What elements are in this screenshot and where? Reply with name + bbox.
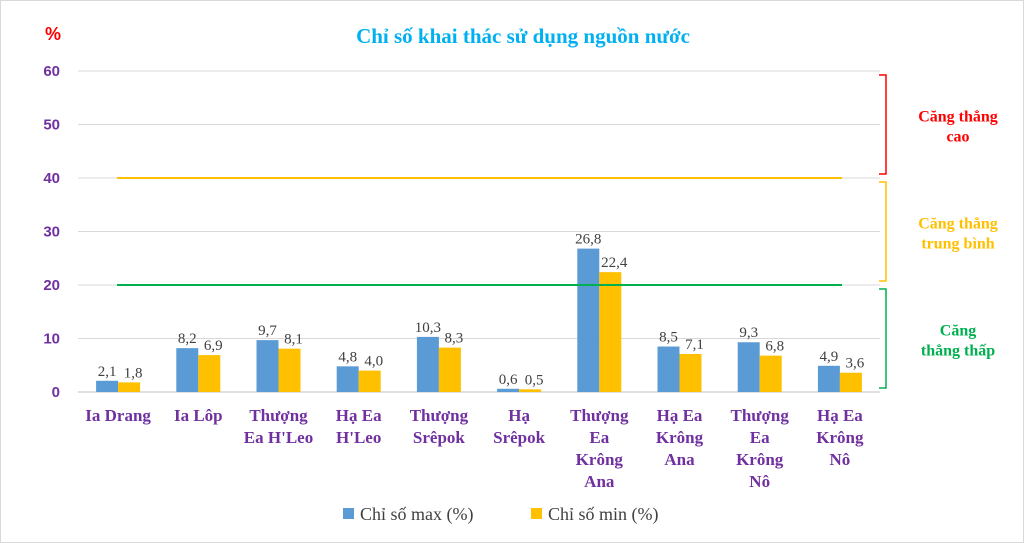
data-label-min: 7,1 [685,337,704,353]
y-tick-label: 0 [52,384,60,401]
data-label-min: 3,6 [846,356,865,372]
bar-min [198,355,221,392]
bar-max [96,380,119,392]
y-tick-label: 20 [43,277,60,294]
x-tick-label: Thượng Ea H'Leo [244,406,313,447]
data-label-max: 10,3 [415,320,441,336]
bar-min [599,272,622,392]
bar-max [176,348,199,392]
zone-bracket [879,288,887,389]
bar-max [577,248,600,392]
x-tick-label: Ia Lôp [174,406,223,425]
x-tick-label: Hạ Ea Krông Ana [656,406,704,469]
data-label-max: 8,5 [659,330,678,346]
bar-max [416,336,439,392]
x-tick-label: Ia Drang [85,406,151,425]
data-label-max: 4,9 [820,349,839,365]
data-label-max: 4,8 [338,349,357,365]
bar-min [759,355,782,392]
data-label-min: 8,3 [445,331,464,347]
bar-max [497,388,520,392]
x-tick-label: Thượng Ea Krông Nô [731,406,790,491]
bar-max [817,365,840,392]
bar-min [358,370,381,392]
bar-max [336,366,359,392]
x-tick-label: Thượng Ea Krông Ana [570,406,629,491]
data-label-max: 26,8 [575,232,601,248]
bar-max [657,346,680,392]
y-tick-label: 30 [43,224,60,241]
y-tick-label: 60 [43,63,60,80]
x-tick-label: Hạ Ea Krông Nô [816,406,864,469]
y-tick-label: 50 [43,117,60,134]
data-label-min: 6,9 [204,338,223,354]
data-label-max: 0,6 [499,372,518,388]
data-label-max: 9,7 [258,323,277,339]
data-label-min: 6,8 [765,339,784,355]
zone-label: Căng thẳng thấp [921,323,995,360]
bar-min [278,348,301,392]
x-tick-label: Hạ Ea H'Leo [336,406,382,447]
zone-bracket [879,181,887,282]
zone-bracket [879,74,887,175]
data-label-max: 9,3 [739,325,758,341]
bar-min [839,372,862,392]
x-tick-label: Thượng Srêpok [410,406,469,447]
legend-item-min-label: Chỉ số min (%) [548,504,659,525]
bar-max [256,340,279,392]
data-label-max: 8,2 [178,331,197,347]
y-tick-label: 40 [43,170,60,187]
zone-label: Căng thẳng cao [918,109,998,146]
data-label-min: 1,8 [124,365,143,381]
y-axis-unit: % [45,24,61,44]
bar-max [737,342,760,392]
legend-item-max-label: Chỉ số max (%) [360,504,473,525]
bar-min [438,347,461,392]
data-label-max: 2,1 [98,364,117,380]
y-tick-label: 10 [43,331,60,348]
bar-min [118,382,141,392]
legend-item-min-swatch [531,508,542,519]
chart-title: Chỉ số khai thác sử dụng nguồn nước [356,24,690,48]
bar-min [679,354,702,392]
zone-label: Căng thẳng trung bình [918,216,998,253]
x-tick-label: Hạ Srêpok [493,406,546,447]
data-label-min: 4,0 [364,354,383,370]
data-label-min: 8,1 [284,332,303,348]
data-label-min: 0,5 [525,372,544,388]
bar-min [519,389,542,392]
data-label-min: 22,4 [601,255,628,271]
legend-item-max-swatch [343,508,354,519]
